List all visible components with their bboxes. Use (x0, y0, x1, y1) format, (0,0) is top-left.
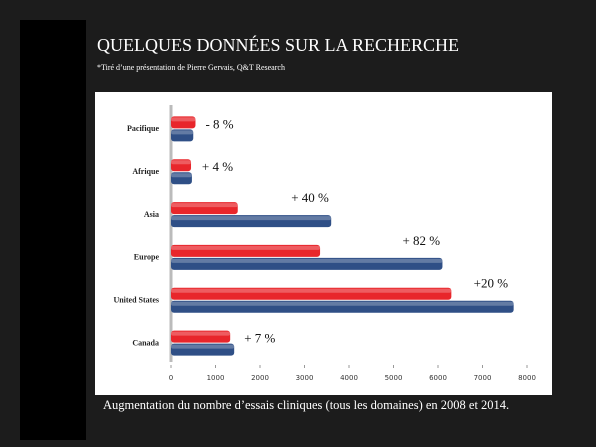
bar (171, 300, 514, 313)
bar (171, 330, 231, 343)
bar (171, 343, 235, 356)
slide-title: QUELQUES DONNÉES SUR LA RECHERCHE (97, 34, 459, 55)
annotation: +20 % (474, 276, 509, 291)
x-tick-label: 8000 (518, 374, 536, 382)
x-tick-label: 3000 (296, 374, 314, 382)
annotation: + 40 % (291, 190, 329, 205)
bar (171, 116, 196, 129)
x-tick-label: 2000 (251, 374, 269, 382)
x-tick-label: 1000 (207, 374, 225, 382)
x-tick-label: 4000 (340, 374, 358, 382)
y-tick-label: United States (113, 296, 159, 305)
side-bar (20, 20, 86, 440)
y-tick-label: Canada (132, 338, 159, 347)
bar-shine (171, 344, 235, 349)
annotation: + 4 % (202, 159, 233, 174)
bar-shine (171, 160, 192, 165)
bar (171, 244, 321, 257)
y-tick-label: Europe (134, 253, 160, 262)
annotation: + 82 % (402, 233, 440, 248)
subtitle: *Tiré d’une présentation de Pierre Gerva… (97, 63, 285, 72)
bar-shine (171, 331, 231, 336)
bar (171, 159, 192, 172)
bar-shine (171, 258, 443, 263)
bar (171, 215, 332, 228)
bar (171, 172, 192, 185)
y-tick-label: Asia (144, 210, 159, 219)
bar-shine (171, 288, 452, 293)
bar (171, 287, 452, 300)
bar-shine (171, 173, 192, 178)
chart-area (95, 92, 552, 395)
y-tick-label: Pacifique (127, 124, 159, 133)
bar-shine (171, 130, 194, 135)
bar-shine (171, 216, 332, 221)
bar (171, 129, 194, 142)
caption: Augmentation du nombre d’essais clinique… (103, 398, 510, 412)
x-tick-label: 5000 (385, 374, 403, 382)
x-tick-label: 0 (169, 374, 173, 382)
annotation: + 7 % (244, 331, 275, 346)
x-tick-label: 7000 (474, 374, 492, 382)
caption-box: Augmentation du nombre d’essais clinique… (103, 398, 510, 412)
bar-shine (171, 203, 238, 208)
bar-shine (171, 117, 196, 122)
x-tick-label: 6000 (429, 374, 447, 382)
bar-shine (171, 245, 321, 250)
bar (171, 257, 443, 270)
y-tick-label: Afrique (132, 167, 159, 176)
annotation: - 8 % (205, 116, 233, 131)
bar (171, 202, 238, 215)
bar-shine (171, 301, 514, 306)
